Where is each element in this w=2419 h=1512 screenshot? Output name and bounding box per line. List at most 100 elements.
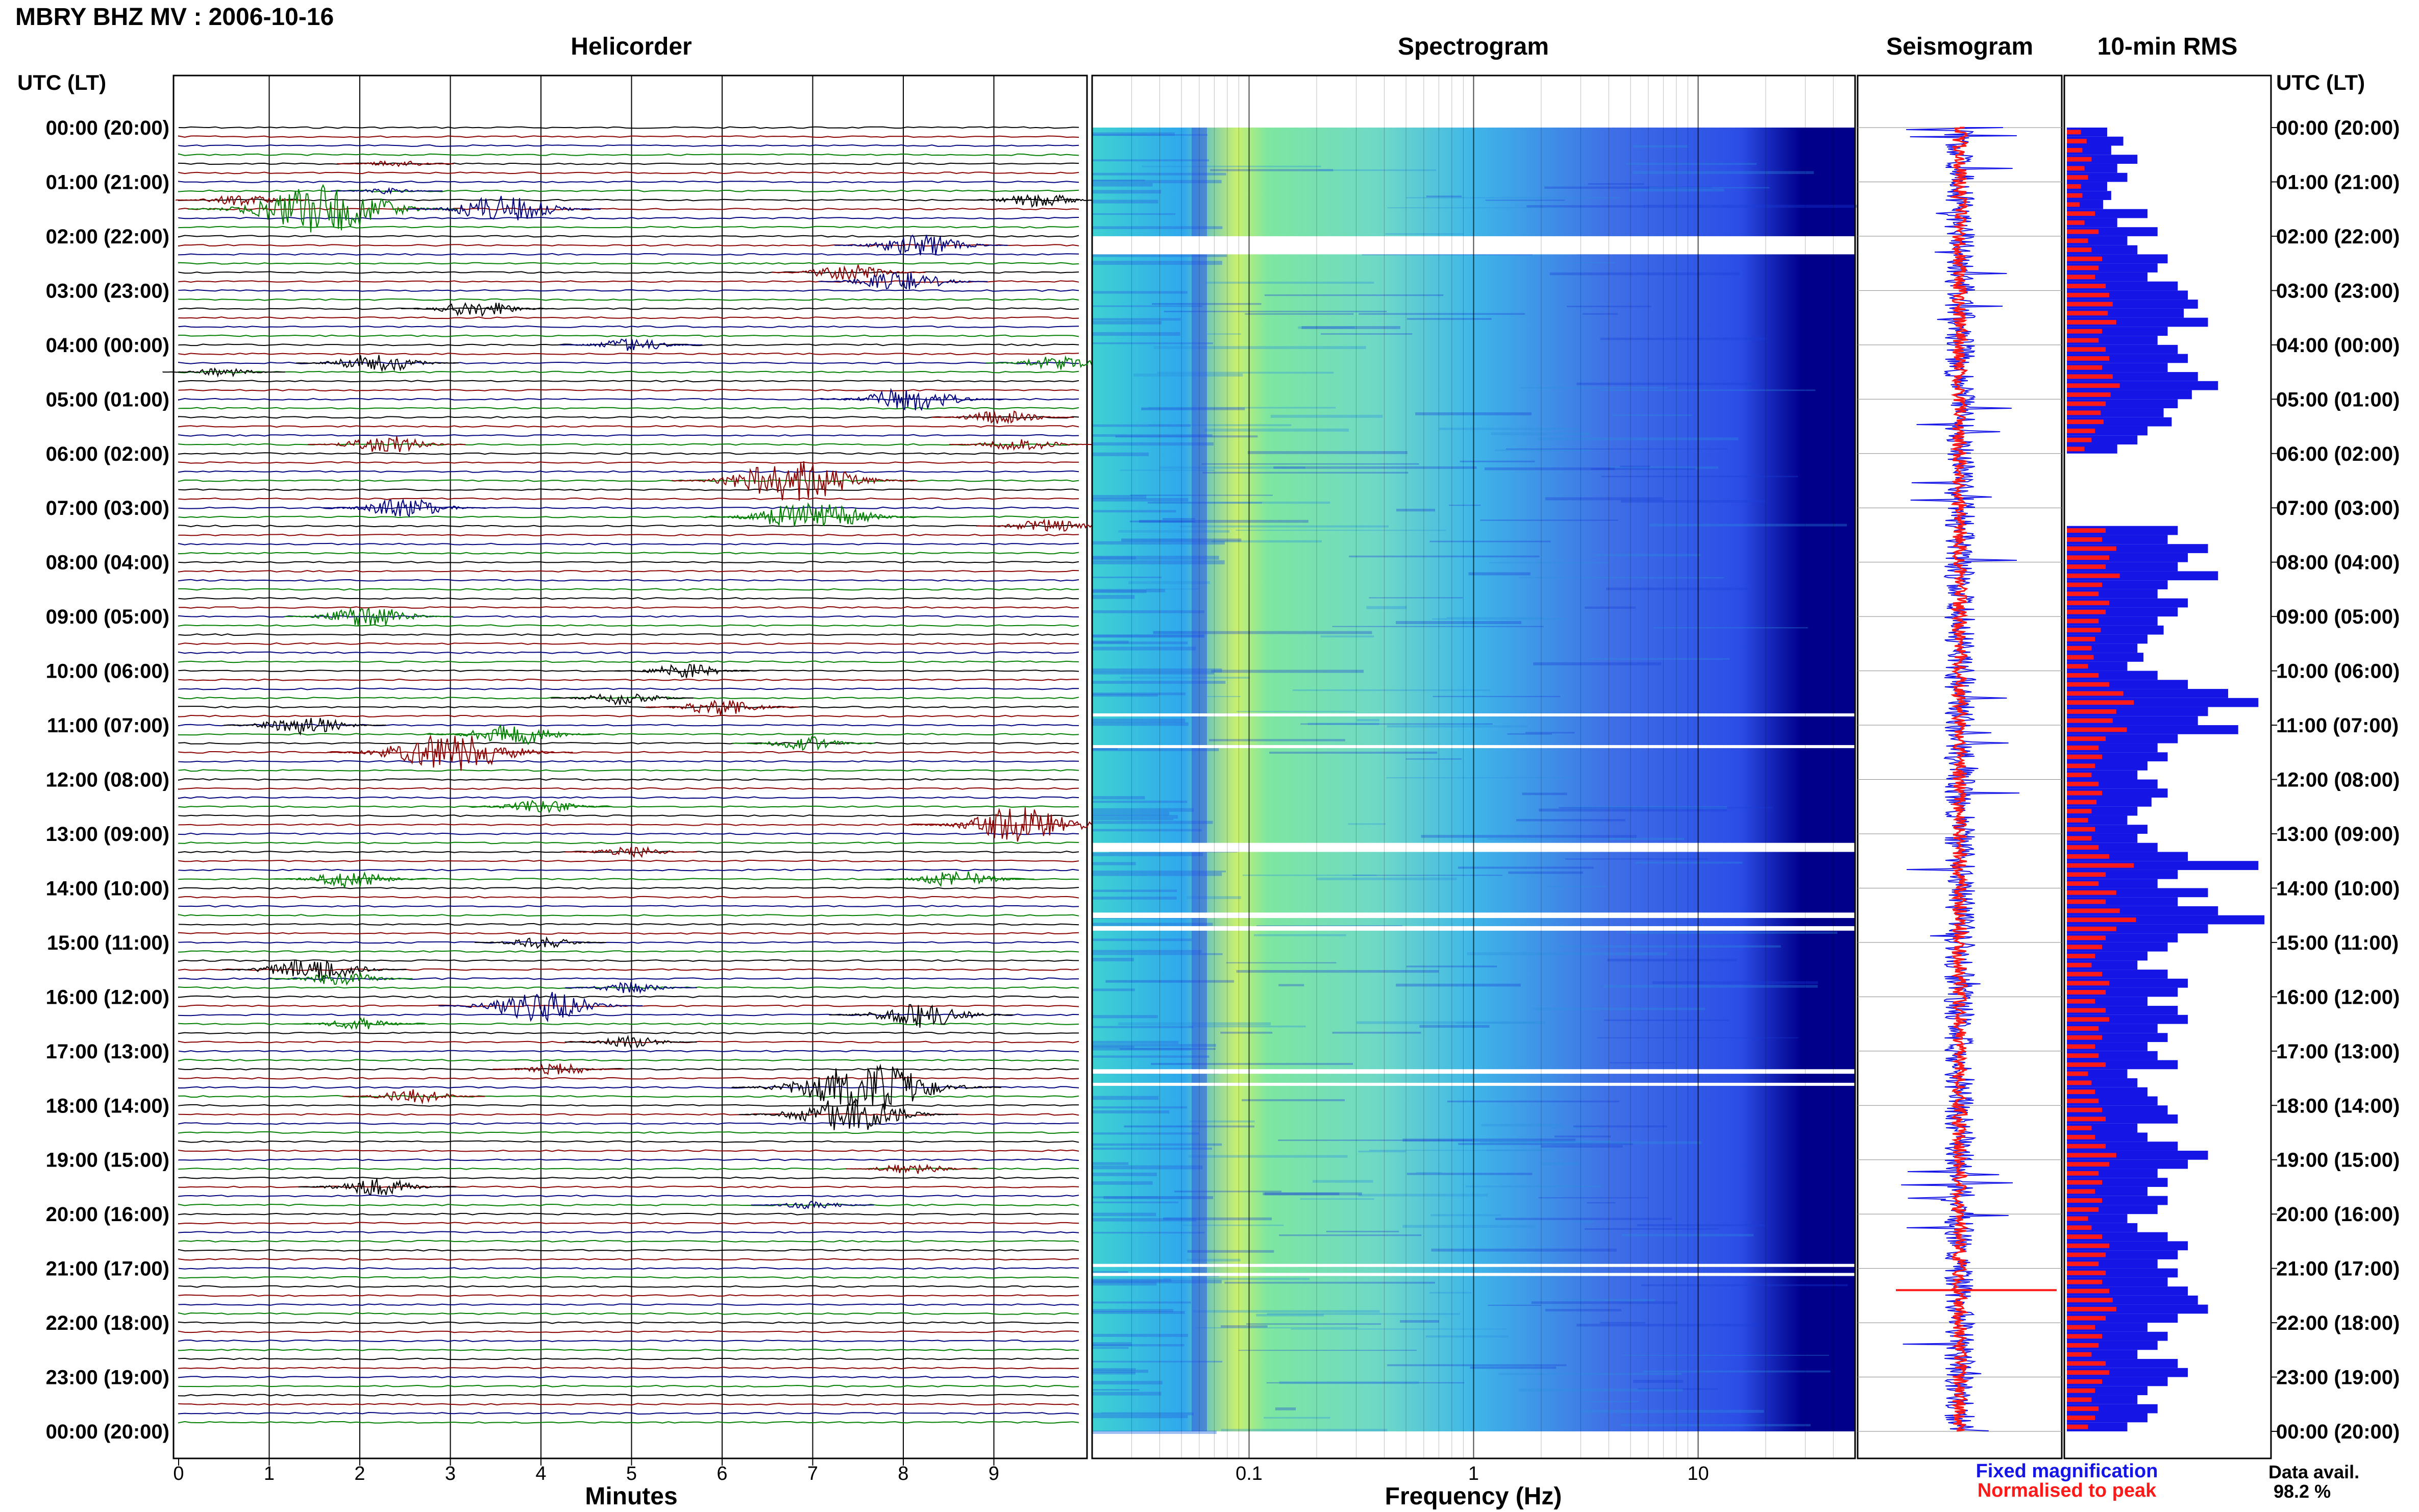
spectrogram-band (1558, 945, 1781, 948)
time-tick-label-right: 20:00 (16:00) (2276, 1203, 2400, 1226)
spectrogram-band (1148, 407, 1336, 409)
helicorder-trace (178, 542, 1079, 546)
helicorder-event (307, 436, 466, 453)
spectrogram-band (1092, 641, 1188, 645)
helicorder-event (705, 502, 920, 527)
spectrogram-band (1387, 207, 1564, 209)
helicorder-trace (178, 606, 1079, 609)
spectrogram-band (1092, 1278, 1172, 1282)
spectrogram-band (1092, 1415, 1188, 1419)
time-tick-label-left: 07:00 (03:00) (46, 497, 169, 519)
spectrogram-band (1092, 647, 1196, 651)
spectrogram-band (1256, 1313, 1324, 1317)
rms-bar-normalised (2067, 220, 2085, 225)
spectrogram-band (1531, 1301, 1678, 1304)
spectrogram-band (1092, 681, 1226, 684)
helicorder-trace (178, 525, 1079, 528)
spectrogram-band (1637, 1224, 1765, 1226)
rms-bar-normalised (2067, 981, 2109, 986)
rms-bar-normalised (2067, 564, 2106, 569)
rms-bar-normalised (2067, 673, 2099, 678)
spectrogram-band (1421, 835, 1637, 838)
minutes-axis-label: Minutes (585, 1483, 678, 1510)
time-tick-label-left: 10:00 (06:00) (46, 660, 169, 683)
spectrogram-band (1092, 1015, 1158, 1019)
spectrogram-band (1092, 1347, 1129, 1349)
spectrogram-band (1151, 1063, 1353, 1065)
rms-bar-normalised (2067, 1198, 2103, 1203)
rms-bar-normalised (2067, 1379, 2103, 1384)
spectrogram-band (1643, 1370, 1831, 1373)
rms-bar-normalised (2067, 1406, 2099, 1411)
helicorder-event (880, 871, 1034, 887)
time-tick-label-right: 02:00 (22:00) (2276, 226, 2400, 248)
spectrogram-band (1092, 821, 1213, 824)
spectrogram-band (1092, 424, 1191, 427)
spectrogram-band (1092, 560, 1225, 564)
spectrogram-band (1400, 1320, 1440, 1323)
spectrogram-band (1585, 606, 1636, 609)
helicorder-trace (178, 488, 1079, 491)
spectrogram-band (1300, 1198, 1374, 1200)
spectrogram-band (1649, 187, 1770, 189)
spectrogram-band (1092, 494, 1147, 499)
spectrogram-band (1092, 747, 1219, 752)
rms-bar-normalised (2067, 908, 2120, 913)
spectrogram-band (1447, 1100, 1619, 1103)
rms-bar-normalised (2067, 1071, 2088, 1076)
spectrogram-band (1092, 1026, 1194, 1028)
helicorder-trace (178, 706, 1079, 709)
spectrogram-band (1546, 885, 1607, 887)
spectrogram-band (1092, 897, 1177, 900)
helicorder-trace (178, 135, 1079, 138)
spectrogram-band (1565, 858, 1708, 860)
time-tick-label-right: 15:00 (11:00) (2276, 932, 2399, 954)
spectrogram-band (1253, 934, 1346, 936)
helicorder-event (732, 736, 875, 751)
spectrogram-band (1275, 1407, 1296, 1410)
helicorder-trace (178, 1168, 1079, 1170)
spectrogram-band (1539, 808, 1727, 812)
spectrogram-band (1092, 1271, 1128, 1275)
minute-tick-label: 1 (264, 1463, 275, 1484)
spectrogram-band (1495, 449, 1592, 451)
spectrogram-band (1092, 213, 1176, 215)
time-tick-label-right: 17:00 (13:00) (2276, 1040, 2400, 1063)
helicorder-event (342, 1089, 485, 1105)
spectrogram-band (1092, 692, 1186, 696)
helicorder-trace (178, 552, 1079, 555)
spectrogram-band (1128, 581, 1210, 584)
helicorder-event (295, 355, 459, 373)
spectrogram-band (1245, 313, 1354, 315)
spectrogram-band (1246, 1323, 1381, 1325)
spectrogram-band (1358, 1150, 1406, 1153)
spectrogram-band (1467, 952, 1667, 956)
helicorder-trace (178, 642, 1079, 645)
helicorder-event (846, 1163, 978, 1174)
rms-bar-normalised (2067, 256, 2103, 261)
spectrogram-band (1622, 1354, 1830, 1356)
spectrogram-band (1620, 1424, 1811, 1427)
spectrogram-band (1092, 226, 1223, 229)
helicorder-event (820, 388, 1004, 411)
rms-bar-normalised (2067, 1162, 2109, 1167)
spectrogram-band (1092, 1201, 1179, 1204)
rms-bar-normalised (2067, 691, 2124, 696)
spectrogram-band (1600, 337, 1767, 340)
helicorder-event (819, 271, 988, 290)
rms-bar-normalised (2067, 447, 2085, 452)
rms-bar-normalised (2067, 591, 2099, 597)
helicorder-trace (178, 226, 1079, 229)
rms-bar-normalised (2067, 193, 2083, 198)
spectrogram-band (1092, 819, 1174, 821)
helicorder-event (772, 264, 926, 281)
time-tick-label-right: 03:00 (23:00) (2276, 280, 2400, 302)
rms-bar-normalised (2067, 238, 2088, 243)
spectrogram-band (1594, 554, 1701, 557)
time-tick-label-left: 17:00 (13:00) (46, 1040, 169, 1063)
helicorder-trace (178, 968, 1079, 971)
spectrogram-band (1092, 1412, 1194, 1416)
spectrogram-band (1507, 733, 1552, 735)
helicorder-event (284, 607, 453, 626)
spectrogram-band (1092, 1212, 1156, 1217)
